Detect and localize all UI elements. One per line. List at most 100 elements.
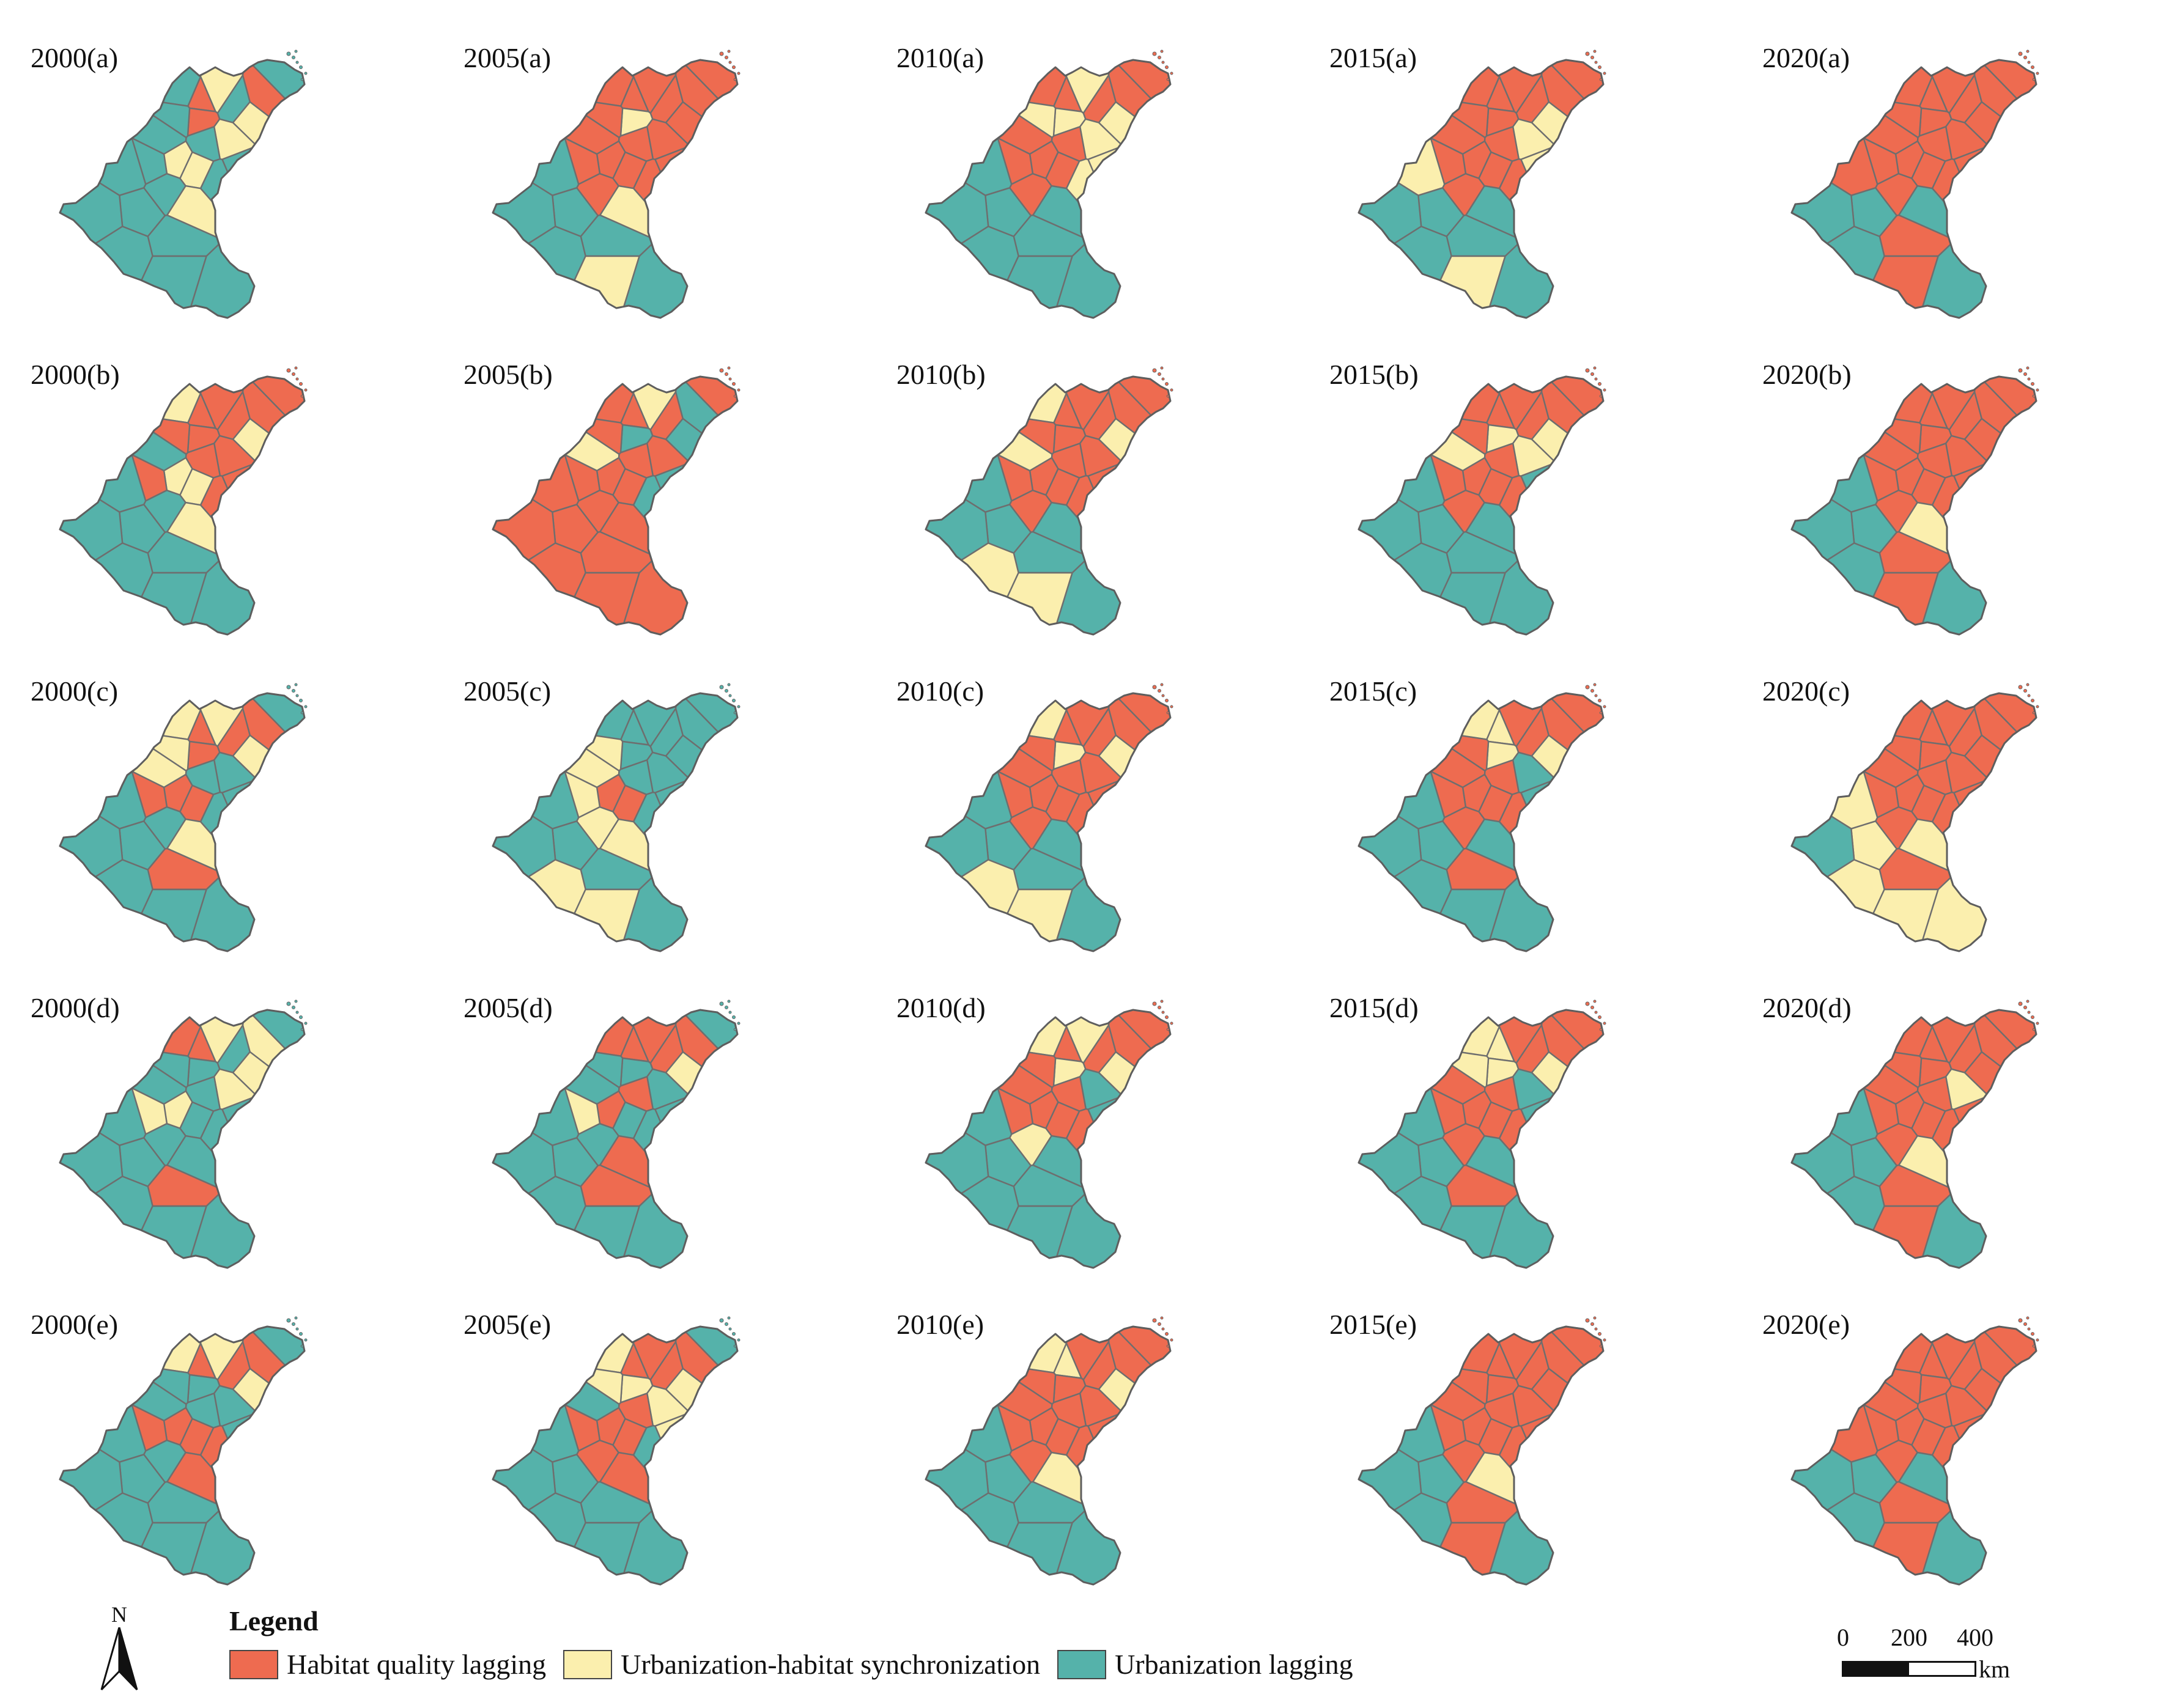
- province-map: [925, 50, 1173, 319]
- island-2: [725, 372, 728, 376]
- island-4: [299, 699, 303, 702]
- north-arrow-icon: [100, 1627, 138, 1691]
- panel-label: 2000(c): [31, 675, 119, 707]
- island-6: [1603, 72, 1606, 75]
- island-1: [286, 1318, 291, 1323]
- island-1: [1152, 685, 1157, 690]
- panel-label: 2005(e): [464, 1309, 552, 1340]
- island-1: [2018, 685, 2023, 690]
- island-2: [2023, 56, 2027, 59]
- map-panel-2000-a: 2000(a): [31, 44, 452, 356]
- island-2: [725, 1006, 728, 1009]
- island-6: [304, 388, 308, 392]
- island-5: [1160, 683, 1164, 687]
- island-4: [1598, 382, 1601, 386]
- island-3: [1594, 694, 1598, 698]
- province-border: [925, 59, 1172, 319]
- island-1: [1152, 51, 1157, 56]
- island-3: [1594, 377, 1598, 381]
- north-letter: N: [111, 1602, 127, 1627]
- island-6: [1170, 72, 1173, 75]
- island-5: [1160, 50, 1164, 53]
- island-2: [1590, 56, 1594, 59]
- map-panel-2020-d: 2020(d): [1762, 994, 2172, 1306]
- province-border: [492, 1325, 739, 1586]
- island-6: [304, 72, 308, 75]
- island-7: [733, 1344, 737, 1348]
- panel-label: 2020(e): [1762, 1309, 1850, 1340]
- province-map: [492, 683, 741, 952]
- island-2: [2023, 1322, 2027, 1326]
- map-panel-2020-c: 2020(c): [1762, 677, 2172, 989]
- island-2: [1158, 372, 1161, 376]
- island-4: [1598, 1332, 1601, 1336]
- island-1: [286, 51, 291, 56]
- province-map: [1358, 1316, 1606, 1586]
- island-3: [1161, 377, 1165, 381]
- island-4: [1165, 699, 1169, 702]
- province-border: [1358, 1009, 1605, 1269]
- island-4: [732, 1332, 736, 1336]
- island-4: [1165, 1015, 1169, 1019]
- panel-label: 2005(d): [464, 992, 553, 1023]
- province-border: [1358, 59, 1605, 319]
- province-border: [59, 692, 306, 952]
- island-3: [2027, 61, 2031, 64]
- scale-tick-200: 200: [1891, 1624, 1927, 1651]
- island-7: [1166, 1028, 1170, 1031]
- legend-swatch-synchronization: [563, 1649, 613, 1679]
- scale-unit: km: [1979, 1655, 2011, 1683]
- island-1: [286, 685, 291, 690]
- island-5: [727, 999, 731, 1003]
- island-7: [1599, 1028, 1603, 1031]
- island-2: [1158, 1322, 1161, 1326]
- island-7: [2032, 1028, 2036, 1031]
- island-4: [299, 65, 303, 69]
- island-2: [292, 1322, 295, 1326]
- island-5: [294, 366, 298, 370]
- island-3: [295, 694, 299, 698]
- island-3: [295, 1010, 299, 1014]
- map-panel-2005-b: 2005(b): [464, 361, 885, 672]
- province-map: [925, 1316, 1173, 1586]
- island-5: [2026, 366, 2030, 370]
- province-map: [59, 366, 308, 636]
- map-panel-2005-d: 2005(d): [464, 994, 885, 1306]
- island-5: [1160, 999, 1164, 1003]
- island-3: [728, 694, 732, 698]
- province-border: [492, 1009, 739, 1269]
- island-3: [728, 1327, 732, 1331]
- island-4: [1598, 65, 1601, 69]
- panel-label: 2005(a): [464, 42, 552, 73]
- island-5: [1593, 366, 1597, 370]
- island-4: [732, 699, 736, 702]
- province-border: [1358, 692, 1605, 952]
- island-2: [725, 56, 728, 59]
- island-6: [1603, 705, 1606, 709]
- island-7: [1599, 394, 1603, 398]
- province-border: [925, 1009, 1172, 1269]
- island-1: [1585, 1318, 1590, 1323]
- island-6: [2036, 72, 2039, 75]
- panel-label: 2000(a): [31, 42, 119, 73]
- island-3: [2027, 694, 2031, 698]
- panel-label: 2020(b): [1762, 359, 1852, 390]
- panel-label: 2015(c): [1329, 675, 1417, 707]
- island-3: [295, 1327, 299, 1331]
- island-4: [299, 382, 303, 386]
- province-map: [1790, 1316, 2039, 1586]
- island-1: [1152, 1001, 1157, 1006]
- province-map: [492, 366, 741, 636]
- province-map: [1790, 683, 2039, 952]
- island-1: [1585, 1001, 1590, 1006]
- province-map: [59, 1316, 308, 1586]
- panel-label: 2000(e): [31, 1309, 119, 1340]
- island-2: [292, 372, 295, 376]
- island-3: [1161, 694, 1165, 698]
- legend-item-habitat-quality-lagging: Habitat quality lagging: [229, 1648, 546, 1680]
- panel-label: 2015(b): [1329, 359, 1419, 390]
- island-2: [292, 56, 295, 59]
- map-panel-2010-c: 2010(c): [896, 677, 1318, 989]
- island-5: [294, 50, 298, 53]
- island-4: [732, 382, 736, 386]
